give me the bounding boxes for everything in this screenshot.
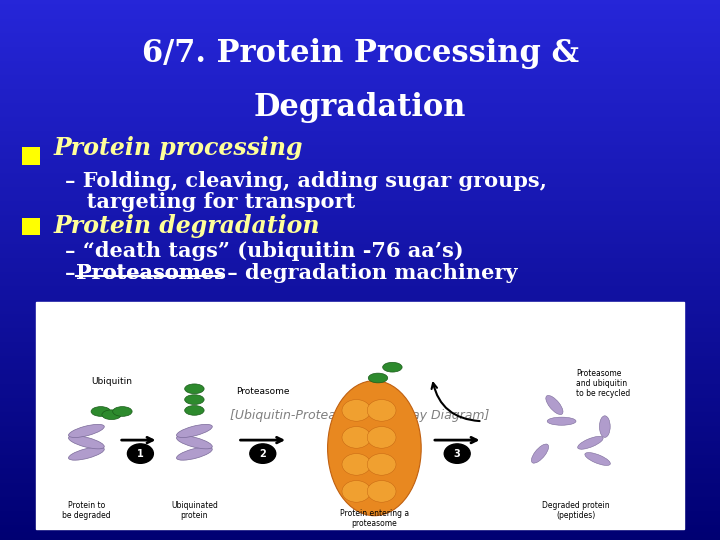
Ellipse shape — [91, 407, 110, 416]
Text: – “death tags” (ubiquitin -76 aa’s): – “death tags” (ubiquitin -76 aa’s) — [65, 241, 464, 261]
Text: Proteasome
and ubiquitin
to be recycled: Proteasome and ubiquitin to be recycled — [576, 368, 630, 399]
Ellipse shape — [368, 373, 388, 383]
Ellipse shape — [531, 444, 549, 463]
Text: Degraded protein
(peptides): Degraded protein (peptides) — [542, 501, 610, 520]
Text: Degradation: Degradation — [253, 92, 467, 123]
Bar — [22, 147, 40, 165]
Ellipse shape — [176, 436, 212, 449]
Ellipse shape — [112, 407, 132, 416]
Ellipse shape — [546, 395, 563, 415]
Ellipse shape — [547, 417, 576, 426]
Circle shape — [127, 444, 153, 463]
Text: Protein processing: Protein processing — [54, 137, 304, 160]
Ellipse shape — [68, 447, 104, 460]
Text: Proteasomes: Proteasomes — [76, 262, 225, 283]
Text: Proteasomes: Proteasomes — [76, 262, 225, 283]
Ellipse shape — [102, 410, 121, 420]
Ellipse shape — [342, 454, 371, 475]
Text: 6/7. Protein Processing &: 6/7. Protein Processing & — [142, 38, 578, 69]
Ellipse shape — [184, 395, 204, 404]
Ellipse shape — [367, 400, 396, 421]
Ellipse shape — [577, 436, 603, 449]
Text: Protein to
be degraded: Protein to be degraded — [62, 501, 111, 520]
Text: 3: 3 — [454, 449, 461, 458]
Text: targeting for transport: targeting for transport — [65, 192, 355, 213]
Ellipse shape — [367, 454, 396, 475]
Text: –: – — [65, 262, 83, 283]
Ellipse shape — [342, 481, 371, 502]
Ellipse shape — [367, 427, 396, 448]
Text: Ubiquinated
protein: Ubiquinated protein — [171, 501, 218, 520]
Circle shape — [444, 444, 470, 463]
Ellipse shape — [383, 362, 402, 372]
Ellipse shape — [68, 424, 104, 437]
Ellipse shape — [176, 447, 212, 460]
Text: 2: 2 — [259, 449, 266, 458]
Ellipse shape — [328, 381, 421, 516]
Ellipse shape — [176, 424, 212, 437]
Text: Proteasome: Proteasome — [236, 387, 289, 396]
Circle shape — [250, 444, 276, 463]
Text: Ubiquitin: Ubiquitin — [91, 377, 132, 386]
Ellipse shape — [342, 400, 371, 421]
Text: – Folding, cleaving, adding sugar groups,: – Folding, cleaving, adding sugar groups… — [65, 171, 546, 191]
Ellipse shape — [585, 453, 611, 465]
Ellipse shape — [342, 427, 371, 448]
Text: [Ubiquitin-Proteasome Pathway Diagram]: [Ubiquitin-Proteasome Pathway Diagram] — [230, 409, 490, 422]
Ellipse shape — [600, 416, 611, 437]
Text: – degradation machinery: – degradation machinery — [220, 262, 517, 283]
Ellipse shape — [68, 436, 104, 449]
Ellipse shape — [367, 481, 396, 502]
Bar — [36, 302, 684, 529]
Ellipse shape — [184, 384, 204, 394]
Bar — [22, 218, 40, 235]
Text: Protein entering a
proteasome: Protein entering a proteasome — [340, 509, 409, 528]
Text: Protein degradation: Protein degradation — [54, 214, 320, 238]
Text: 1: 1 — [137, 449, 144, 458]
Ellipse shape — [184, 406, 204, 415]
